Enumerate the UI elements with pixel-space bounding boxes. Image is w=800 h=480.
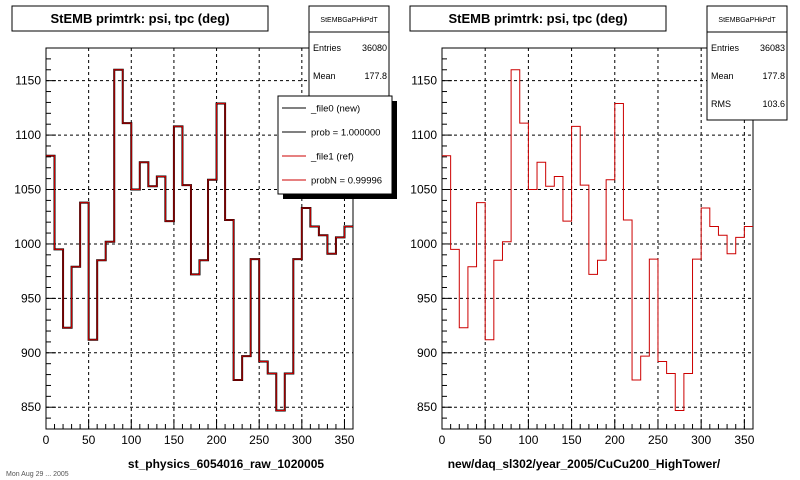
left-stats-mean-label: Mean <box>313 71 336 81</box>
left-x-label: st_physics_6054016_raw_1020005 <box>128 457 324 471</box>
x-tick-label: 250 <box>648 433 668 447</box>
right-x-label: new/daq_sl302/year_2005/CuCu200_HighTowe… <box>448 457 721 471</box>
right-stats-mean-value: 177.8 <box>762 71 785 81</box>
legend-entry-label: _file0 (new) <box>310 104 360 115</box>
right-title: StEMB primtrk: psi, tpc (deg) <box>448 11 627 26</box>
x-tick-label: 100 <box>518 433 538 447</box>
right-stats-entries-value: 36083 <box>760 43 785 53</box>
legend-entry-label: _file1 (ref) <box>310 152 354 163</box>
left-legend: _file0 (new) prob = 1.000000 _file1 (ref) p… <box>277 95 397 199</box>
right-x-axis: 0 50 100 150 200 250 300 350 <box>439 419 755 447</box>
right-panel: StEMB primtrk: psi, tpc (deg) 850 900 950 1… <box>409 5 788 471</box>
y-tick-label: 950 <box>417 291 437 305</box>
left-title-box <box>11 5 269 32</box>
y-tick-label: 900 <box>21 346 41 360</box>
left-stats-box: StEMBGaPHkPdT Entries 36080 Mean 177.8 <box>308 5 390 99</box>
left-stats-entries-value: 36080 <box>362 43 387 53</box>
right-title-box <box>409 5 667 32</box>
x-tick-label: 250 <box>249 433 269 447</box>
legend-entry-label: probN = 0.99996 <box>311 176 382 187</box>
histogram-series-line <box>46 69 353 411</box>
x-tick-label: 0 <box>43 433 50 447</box>
right-plot-frame <box>441 47 754 430</box>
y-tick-label: 1000 <box>14 237 41 251</box>
x-tick-label: 150 <box>164 433 184 447</box>
y-tick-label: 1150 <box>15 74 41 88</box>
x-tick-label: 350 <box>334 433 354 447</box>
left-y-axis: 850 900 950 1000 1050 1100 1150 <box>14 47 56 430</box>
left-title: StEMB primtrk: psi, tpc (deg) <box>50 11 229 26</box>
left-histogram <box>46 68 353 412</box>
right-stats-header: StEMBGaPHkPdT <box>718 17 776 24</box>
x-tick-label: 350 <box>734 433 754 447</box>
left-stats-header: StEMBGaPHkPdT <box>320 17 378 24</box>
right-stats-mean-label: Mean <box>711 71 734 81</box>
x-tick-label: 50 <box>479 433 493 447</box>
x-tick-label: 50 <box>82 433 96 447</box>
y-tick-label: 1100 <box>411 128 437 142</box>
left-stats-entries-label: Entries <box>313 43 342 53</box>
y-tick-label: 1000 <box>410 237 437 251</box>
y-tick-label: 1100 <box>15 128 41 142</box>
x-tick-label: 300 <box>691 433 711 447</box>
y-tick-label: 850 <box>21 400 41 414</box>
left-stats-mean-value: 177.8 <box>364 71 387 81</box>
y-tick-label: 1050 <box>410 183 437 197</box>
x-tick-label: 100 <box>121 433 141 447</box>
x-tick-label: 300 <box>292 433 312 447</box>
y-tick-label: 1050 <box>14 183 41 197</box>
x-tick-label: 200 <box>207 433 227 447</box>
y-tick-label: 1150 <box>411 74 437 88</box>
right-stats-rms-value: 103.6 <box>762 99 785 109</box>
y-tick-label: 900 <box>417 346 437 360</box>
x-tick-label: 150 <box>562 433 582 447</box>
left-x-axis: 0 50 100 150 200 250 300 350 <box>43 419 355 447</box>
right-histogram <box>442 69 753 411</box>
legend-entry-label: prob = 1.000000 <box>311 128 380 139</box>
footer-timestamp: Mon Aug 29 ... 2005 <box>6 471 69 478</box>
histogram-series-line <box>442 69 753 411</box>
x-tick-label: 0 <box>439 433 446 447</box>
right-stats-entries-label: Entries <box>711 43 740 53</box>
right-y-axis: 850 900 950 1000 1050 1100 1150 <box>410 47 452 430</box>
y-tick-label: 850 <box>417 400 437 414</box>
right-stats-box: StEMBGaPHkPdT Entries 36083 Mean 177.8 R… <box>706 5 788 121</box>
x-tick-label: 200 <box>605 433 625 447</box>
left-panel: StEMB primtrk: psi, tpc (deg) 850 900 950 1… <box>11 5 397 471</box>
right-stats-rms-label: RMS <box>711 99 731 109</box>
y-tick-label: 950 <box>21 291 41 305</box>
